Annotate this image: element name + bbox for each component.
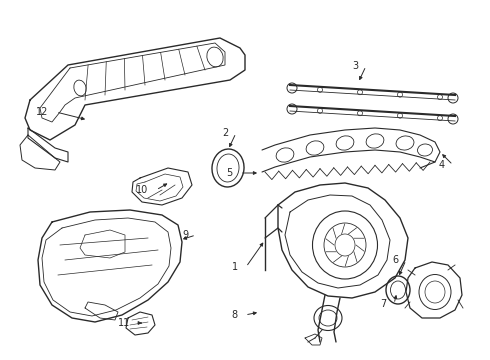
Text: 1: 1 (232, 262, 238, 272)
Text: 6: 6 (392, 255, 398, 265)
Text: 12: 12 (36, 107, 48, 117)
Text: 8: 8 (231, 310, 237, 320)
Text: 9: 9 (182, 230, 188, 240)
Text: 5: 5 (226, 168, 232, 178)
Text: 11: 11 (118, 318, 130, 328)
Text: 7: 7 (380, 299, 386, 309)
Text: 2: 2 (222, 128, 228, 138)
Text: 4: 4 (439, 160, 445, 170)
Text: 10: 10 (136, 185, 148, 195)
Text: 3: 3 (352, 61, 358, 71)
